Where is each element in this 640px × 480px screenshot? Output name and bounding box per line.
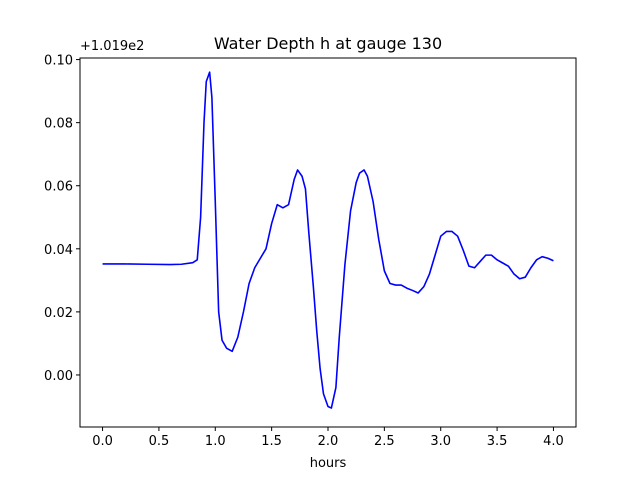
x-tick-label: 3.5 [487, 434, 508, 449]
series-line-0 [102, 71, 554, 409]
y-tick-label: 0.10 [44, 54, 73, 69]
x-tick-label: 0.5 [149, 434, 170, 449]
chart-title: Water Depth h at gauge 130 [214, 34, 442, 53]
y-tick-label: 0.02 [44, 306, 73, 321]
x-tick-label: 4.0 [543, 434, 564, 449]
y-tick-label: 0.06 [44, 180, 73, 195]
x-tick-label: 2.0 [318, 434, 339, 449]
plot-area-frame [79, 57, 577, 428]
x-tick-label: 3.0 [430, 434, 451, 449]
y-offset-label: +1.019e2 [80, 39, 144, 54]
x-axis-ticks: 0.0 0.5 1.0 1.5 2.0 2.5 3.0 3.5 4.0 [92, 427, 564, 449]
x-tick-label: 2.5 [374, 434, 395, 449]
series-line-layer [102, 71, 554, 409]
x-tick-label: 0.0 [92, 434, 113, 449]
y-tick-label: 0.04 [44, 243, 73, 258]
x-tick-label: 1.5 [261, 434, 282, 449]
x-axis-label: hours [310, 456, 347, 471]
x-tick-label: 1.0 [205, 434, 226, 449]
y-axis-ticks: 0.00 0.02 0.04 0.06 0.08 0.10 [44, 54, 80, 384]
y-tick-label: 0.00 [44, 369, 73, 384]
y-tick-label: 0.08 [44, 117, 73, 132]
